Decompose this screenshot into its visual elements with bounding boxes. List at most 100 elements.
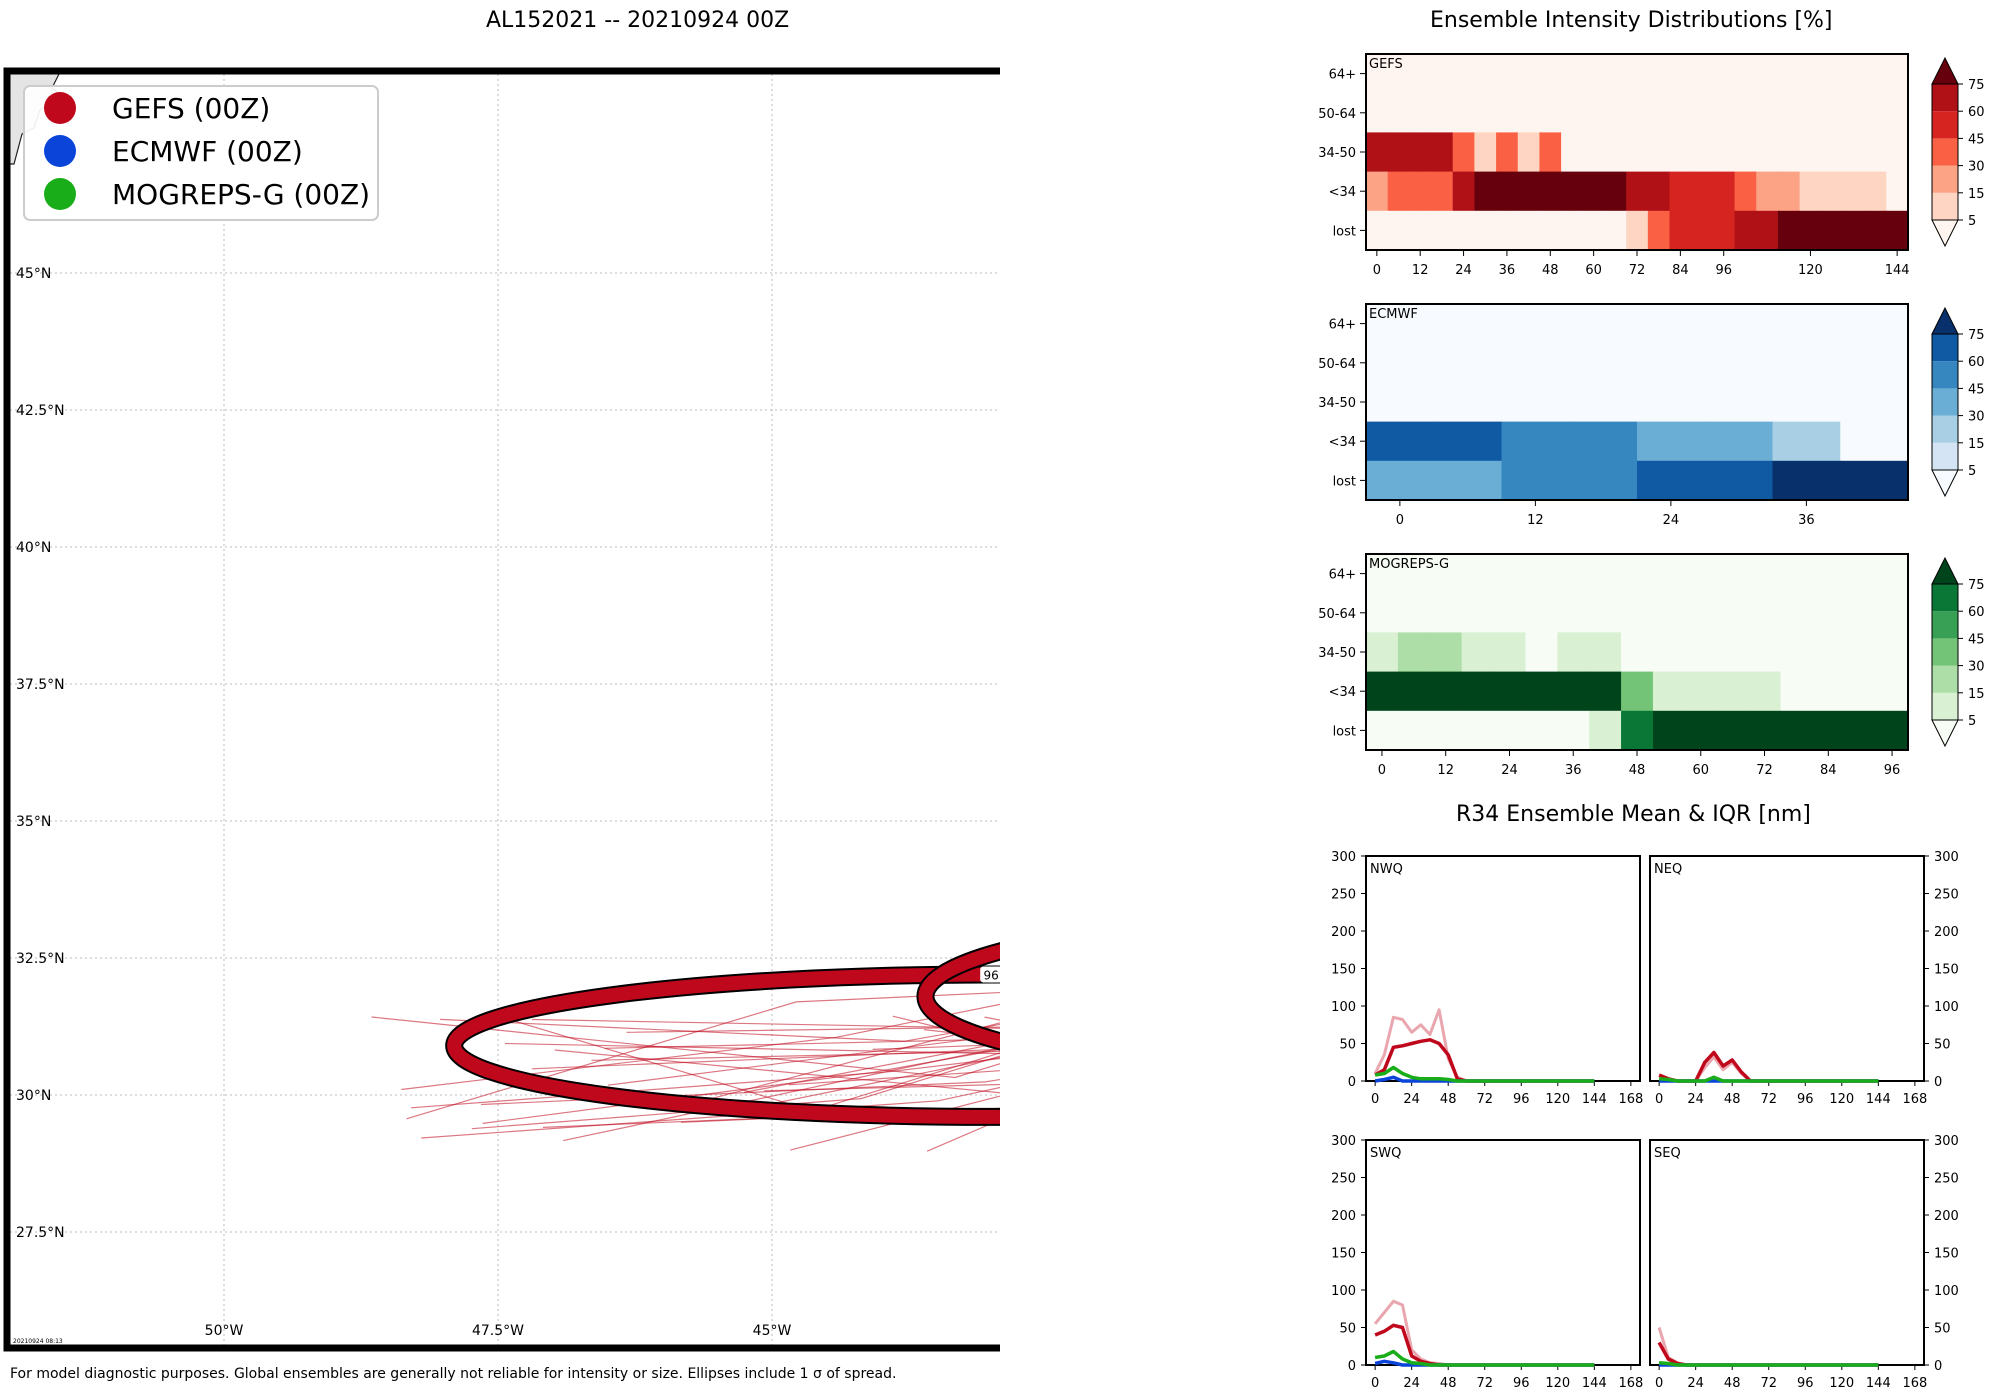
heatmap-cell — [1840, 343, 1909, 383]
r34-x-label: 144 — [1582, 1376, 1607, 1391]
r34-y-label: 100 — [1331, 1284, 1356, 1299]
heatmap-cell — [1366, 460, 1435, 501]
heatmap-cell — [1493, 593, 1526, 633]
heatmap-x-label: 36 — [1565, 763, 1582, 778]
heatmap-x-label: 48 — [1629, 763, 1646, 778]
heatmap-cell — [1621, 554, 1654, 594]
r34-x-label: 0 — [1655, 1376, 1663, 1391]
heatmap-cell — [1366, 343, 1435, 383]
colorbar-frame — [1931, 583, 1959, 721]
heatmap-cell — [1772, 421, 1841, 462]
lat-tick-label: 27.5°N — [16, 1225, 65, 1241]
heatmap-cell — [1684, 710, 1718, 751]
gefs-member-track — [421, 1086, 1000, 1139]
r34-x-label: 96 — [1513, 1092, 1530, 1107]
heatmap-cell — [1452, 132, 1475, 173]
heatmap-cell — [1452, 171, 1475, 212]
heatmap-cell — [1780, 593, 1813, 633]
heatmap-cell — [1652, 593, 1686, 633]
heatmap-cell — [1821, 132, 1844, 173]
r34-y-label: 150 — [1331, 963, 1356, 978]
heatmap-cell — [1561, 210, 1584, 251]
heatmap-cell — [1704, 460, 1773, 501]
heatmap-gefs: GEFS 64+ 50-64 34-50 <34 lost 0 12 24 36 48 60 72 84 9… — [1318, 53, 1985, 278]
heatmap-cell — [1748, 593, 1781, 633]
heatmap-cell — [1864, 54, 1887, 94]
heatmap-row-label: 34-50 — [1318, 646, 1356, 661]
lon-tick-label: 47.5°W — [472, 1323, 524, 1339]
colorbar-min-arrow — [1931, 219, 1959, 248]
heatmap-cell — [1387, 210, 1410, 251]
heatmap-cell — [1647, 132, 1671, 173]
heatmap-model-label: GEFS — [1369, 57, 1403, 72]
track-map[interactable]: 50°W47.5°W45°W42.5°W40°W37.5°W35°W32.5°W… — [0, 0, 1000, 1360]
colorbar-segment — [1932, 165, 1958, 193]
heatmap-cell — [1409, 210, 1432, 251]
colorbar-max-arrow — [1931, 306, 1959, 335]
heatmap-cell — [1569, 421, 1638, 462]
heatmap-x-label: 72 — [1756, 763, 1773, 778]
heatmap-row-label: <34 — [1329, 685, 1356, 700]
heatmap-cell — [1604, 93, 1627, 133]
r34-x-label: 168 — [1902, 1092, 1927, 1107]
heatmap-cell — [1748, 632, 1781, 673]
heatmap-cell — [1886, 93, 1909, 133]
r34-y-label: 200 — [1331, 925, 1356, 940]
heatmap-cell — [1876, 632, 1909, 673]
heatmap-row-label: <34 — [1329, 185, 1356, 200]
heatmap-cell — [1684, 632, 1718, 673]
heatmap-cell — [1561, 93, 1584, 133]
heatmap-cell — [1716, 632, 1750, 673]
heatmap-cell — [1777, 54, 1801, 94]
heatmap-cell — [1525, 671, 1558, 712]
heatmap-cell — [1756, 132, 1779, 173]
heatmap-x-label: 84 — [1820, 763, 1837, 778]
heatmap-cell — [1589, 710, 1622, 751]
heatmap-row-label: 34-50 — [1318, 396, 1356, 411]
heatmap-cell — [1431, 171, 1454, 212]
r34-y-label: 300 — [1331, 850, 1356, 865]
r34-x-label: 120 — [1829, 1376, 1854, 1391]
r34-x-label: 72 — [1476, 1376, 1493, 1391]
heatmap-x-label: 96 — [1715, 263, 1732, 278]
r34-panel-neq: NEQ 0 50 100 150 200 250 300 0 24 48 72 96 120 144 168 — [1649, 850, 1959, 1107]
heatmap-x-label: 36 — [1499, 263, 1516, 278]
colorbar-max-arrow — [1931, 56, 1959, 85]
heatmap-cell — [1844, 593, 1877, 633]
heatmap-cell — [1821, 210, 1844, 251]
heatmap-cell — [1840, 382, 1909, 423]
heatmap-cell — [1539, 54, 1562, 94]
r34-y-label: 250 — [1934, 1172, 1959, 1187]
heatmap-cell — [1409, 132, 1432, 173]
heatmap-cell — [1637, 343, 1706, 383]
gefs-member-track — [496, 1015, 1000, 1112]
r34-x-label: 168 — [1618, 1376, 1643, 1391]
heatmap-cell — [1780, 632, 1813, 673]
heatmap-cell — [1452, 54, 1475, 94]
r34-quadrant-label: NEQ — [1654, 862, 1682, 877]
colorbar-segment — [1932, 138, 1958, 166]
heatmap-cell — [1604, 171, 1627, 212]
heatmap-cell — [1780, 710, 1813, 751]
ellipse-ring — [918, 944, 1000, 1049]
colorbar-tick-label: 45 — [1968, 632, 1985, 647]
heatmap-cell — [1452, 93, 1475, 133]
heatmap-cell — [1652, 710, 1686, 751]
heatmap-cell — [1501, 460, 1570, 501]
heatmap-cell — [1684, 671, 1718, 712]
heatmap-cell — [1366, 710, 1399, 751]
r34-x-label: 168 — [1902, 1376, 1927, 1391]
heatmap-cell — [1539, 132, 1562, 173]
heatmap-cell — [1772, 343, 1841, 383]
heatmap-cell — [1474, 210, 1497, 251]
colorbar-tick-label: 45 — [1968, 382, 1985, 397]
heatmap-cell — [1691, 210, 1714, 251]
heatmap-model-label: ECMWF — [1369, 307, 1418, 322]
lat-tick-label: 45°N — [16, 266, 51, 282]
heatmap-cell — [1496, 132, 1519, 173]
heatmap-cell — [1461, 632, 1495, 673]
heatmap-cell — [1461, 593, 1495, 633]
r34-frame — [1649, 1139, 1925, 1366]
heatmap-x-label: 0 — [1396, 513, 1404, 528]
colorbar-segment — [1932, 665, 1958, 693]
